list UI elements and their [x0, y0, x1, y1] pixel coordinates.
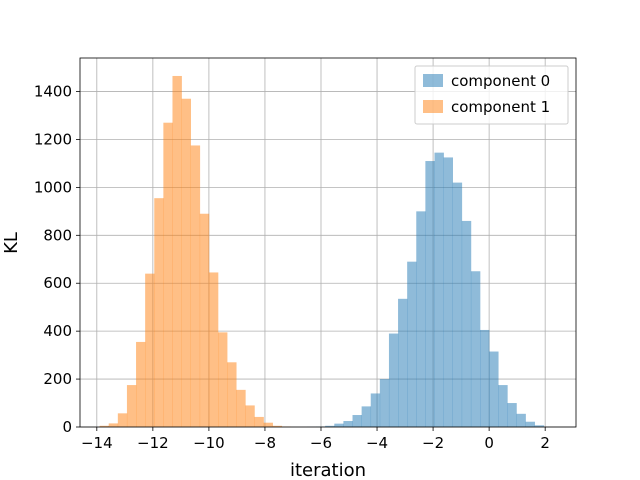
x-tick-label: −2 [422, 434, 444, 452]
legend: component 0 component 1 [414, 65, 569, 125]
legend-label: component 1 [451, 98, 550, 116]
y-axis-ticks: 0 200 400 600 800 1000 1200 1400 [34, 83, 80, 436]
y-tick-label: 800 [43, 226, 72, 244]
y-axis-label: KL [1, 232, 22, 254]
y-tick-label: 1000 [34, 178, 72, 196]
histogram-bar-series-0 [525, 421, 535, 427]
x-tick-label: −14 [81, 434, 113, 452]
histogram-bar-series-0 [407, 261, 417, 427]
histogram-bar-series-0 [388, 333, 399, 427]
histogram-bar-series-1 [199, 213, 210, 427]
histogram-bar-series-1 [245, 405, 255, 427]
histogram-bar-series-1 [218, 332, 228, 427]
histogram-bar-series-0 [343, 421, 353, 427]
histogram-bar-series-0 [534, 425, 545, 427]
histogram-bar-series-0 [370, 393, 381, 427]
y-tick-label: 200 [43, 370, 72, 388]
histogram-bar-series-0 [325, 425, 335, 427]
histogram-bar-series-0 [416, 211, 426, 427]
histogram-bar-series-1 [272, 425, 283, 427]
y-tick-label: 1200 [34, 130, 72, 148]
x-tick-label: −6 [310, 434, 332, 452]
legend-swatch [423, 100, 443, 113]
histogram-bar-series-0 [334, 423, 344, 427]
histogram-bar-series-0 [443, 157, 454, 428]
legend-box [414, 65, 569, 125]
y-tick-label: 1400 [34, 83, 72, 101]
histogram-bar-series-0 [516, 413, 526, 427]
histogram-bar-series-0 [480, 329, 490, 427]
y-tick-label: 600 [43, 274, 72, 292]
histogram-bar-series-1 [172, 75, 182, 428]
histogram-bar-series-1 [126, 385, 137, 427]
histogram-bars [99, 75, 545, 428]
y-tick-label: 400 [43, 322, 72, 340]
histogram-bar-series-1 [163, 122, 173, 428]
histogram-bar-series-0 [498, 385, 508, 427]
histogram-bar-series-1 [145, 273, 155, 427]
histogram-bar-series-0 [507, 403, 517, 427]
x-tick-label: 0 [484, 434, 494, 452]
histogram-bar-series-1 [254, 416, 264, 427]
x-tick-label: 2 [540, 434, 550, 452]
x-tick-label: −12 [137, 434, 169, 452]
histogram-bar-series-0 [398, 298, 408, 427]
histogram-bar-series-1 [190, 145, 201, 427]
x-tick-label: −10 [193, 434, 225, 452]
histogram-bar-series-1 [136, 341, 146, 427]
histogram-bar-series-0 [434, 152, 444, 427]
legend-swatch [423, 74, 443, 87]
histogram-bar-series-0 [452, 182, 463, 427]
legend-label: component 0 [451, 72, 550, 90]
histogram-bar-series-1 [99, 425, 110, 427]
x-axis-ticks: −14 −12 −10 −8 −6 −4 −2 0 2 [81, 427, 550, 452]
histogram-bar-series-0 [361, 406, 372, 427]
histogram-bar-series-1 [236, 389, 246, 427]
histogram-bar-series-0 [489, 351, 499, 427]
histogram-bar-series-0 [470, 271, 481, 427]
histogram-bar-series-1 [181, 98, 191, 427]
histogram-bar-series-0 [352, 415, 362, 427]
histogram-bar-series-0 [379, 379, 390, 427]
histogram-bar-series-1 [227, 362, 237, 427]
histogram-bar-series-1 [108, 423, 119, 427]
plot-frame [79, 57, 577, 428]
x-tick-label: −8 [254, 434, 276, 452]
y-tick-label: 0 [62, 418, 72, 436]
histogram-bar-series-1 [263, 422, 273, 427]
x-tick-label: −4 [366, 434, 388, 452]
histogram-bar-series-0 [461, 220, 472, 427]
histogram-bar-series-1 [154, 198, 164, 427]
histogram-bar-series-0 [425, 161, 435, 427]
x-axis-label: iteration [290, 460, 366, 480]
histogram-bar-series-1 [208, 272, 219, 427]
histogram-bar-series-1 [117, 413, 128, 427]
